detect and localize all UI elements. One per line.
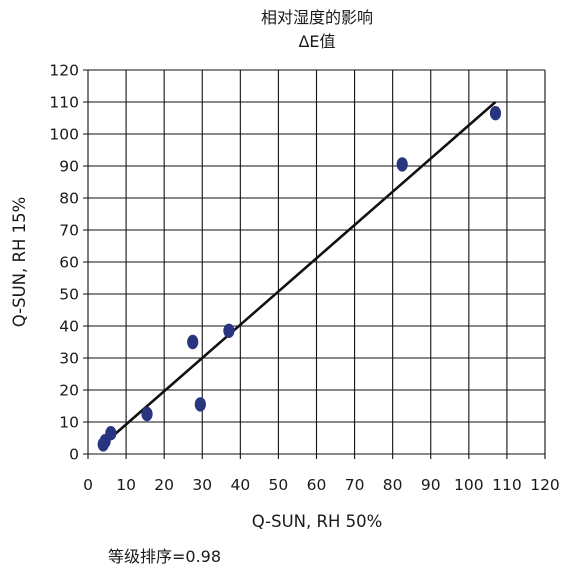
y-tick-label: 60	[59, 254, 79, 272]
y-tick-label: 100	[49, 126, 79, 144]
grid-lines	[83, 69, 546, 459]
y-tick-label: 110	[49, 94, 79, 112]
data-point	[396, 157, 408, 172]
y-tick-label: 40	[59, 318, 79, 336]
data-point	[105, 426, 117, 441]
x-tick-label: 0	[83, 476, 93, 494]
x-tick-label: 80	[383, 476, 403, 494]
x-tick-label: 20	[154, 476, 174, 494]
data-points	[97, 106, 502, 452]
y-tick-label: 120	[49, 62, 79, 80]
x-tick-label: 60	[307, 476, 327, 494]
y-tick-label: 50	[59, 286, 79, 304]
data-point	[489, 106, 502, 121]
y-tick-label: 90	[59, 158, 79, 176]
x-axis-label: Q-SUN, RH 50%	[252, 512, 383, 531]
trendline	[102, 101, 497, 446]
x-tick-label: 100	[454, 476, 484, 494]
chart-subtitle: ΔE值	[298, 32, 335, 51]
x-tick-label: 10	[116, 476, 136, 494]
x-tick-label: 50	[269, 476, 289, 494]
data-point	[194, 397, 206, 412]
y-tick-label: 80	[59, 190, 79, 208]
tick-labels: 0 10 20 30 40 50 60 70 80 90 100 110 120 0 10 20 30 40 50 6…	[49, 62, 559, 495]
x-tick-label: 70	[345, 476, 365, 494]
x-tick-label: 30	[192, 476, 212, 494]
data-point	[187, 334, 199, 350]
rank-annotation: 等级排序=0.98	[108, 547, 221, 566]
y-tick-label: 20	[59, 382, 79, 400]
data-point	[141, 406, 153, 422]
x-tick-label: 40	[230, 476, 250, 494]
data-point	[223, 323, 235, 338]
x-tick-label: 90	[421, 476, 441, 494]
y-tick-label: 10	[59, 414, 79, 432]
x-tick-label: 120	[530, 476, 560, 494]
trendline-layer	[102, 101, 497, 446]
y-tick-label: 70	[59, 222, 79, 240]
chart-title: 相对湿度的影响	[261, 8, 373, 27]
x-tick-label: 110	[492, 476, 522, 494]
y-tick-label: 0	[69, 446, 79, 464]
y-tick-label: 30	[59, 350, 79, 368]
y-axis-label: Q-SUN, RH 15%	[10, 197, 29, 328]
